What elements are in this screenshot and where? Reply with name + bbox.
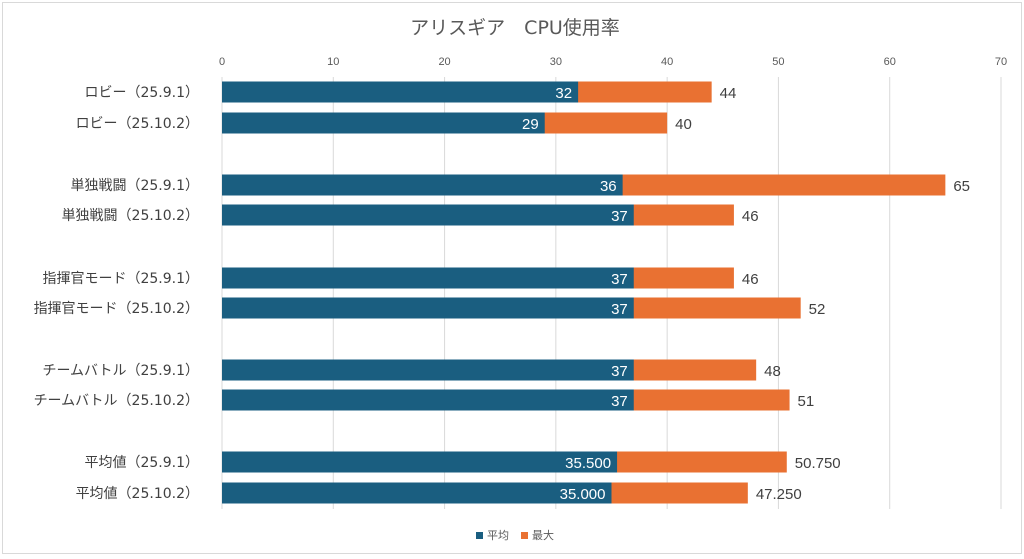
chart-title: アリスギア CPU使用率 <box>410 17 620 39</box>
category-label: 平均値（25.10.2） <box>76 486 199 502</box>
data-labels: 32 44 29 40 36 65 37 46 37 46 37 52 37 48 37 51 35.500 50… <box>522 85 970 503</box>
data-label-max: 48 <box>764 363 781 380</box>
bar-avg <box>222 174 623 196</box>
bar-avg <box>222 204 634 226</box>
bar-avg <box>222 389 634 411</box>
category-label: 指揮官モード（25.10.2） <box>34 301 199 317</box>
x-tick-label: 0 <box>219 56 225 68</box>
data-label-avg: 37 <box>611 271 628 288</box>
bar-avg <box>222 451 618 473</box>
data-label-avg: 29 <box>522 116 539 133</box>
data-label-max: 44 <box>720 85 737 102</box>
category-label: ロビー（25.10.2） <box>76 116 199 132</box>
data-label-avg: 36 <box>600 178 617 195</box>
x-tick-label: 40 <box>661 56 673 68</box>
data-label-max: 51 <box>798 393 815 410</box>
data-label-max: 40 <box>675 116 692 133</box>
legend-swatch-avg <box>476 532 483 539</box>
data-label-avg: 32 <box>555 85 572 102</box>
x-tick-label: 50 <box>772 56 784 68</box>
bar-avg <box>222 297 634 319</box>
legend-label-avg: 平均 <box>487 529 509 542</box>
category-label: 単独戦闘（25.9.1） <box>70 178 199 194</box>
data-label-avg: 37 <box>611 363 628 380</box>
legend-label-max: 最大 <box>532 528 554 542</box>
data-label-max: 46 <box>742 271 759 288</box>
category-label: 単独戦闘（25.10.2） <box>62 208 199 224</box>
bar-avg <box>222 81 579 103</box>
category-label: チームバトル（25.9.1） <box>42 363 199 379</box>
data-label-avg: 35.500 <box>565 455 611 472</box>
bar-avg <box>222 482 612 504</box>
x-tick-label: 70 <box>995 56 1007 68</box>
bar-avg <box>222 112 545 134</box>
data-label-max: 52 <box>809 301 826 318</box>
x-tick-label: 20 <box>438 56 450 68</box>
data-label-max: 65 <box>953 178 970 195</box>
x-axis-ticks: 0 10 20 30 40 50 60 70 <box>219 56 1007 68</box>
x-tick-label: 10 <box>327 56 339 68</box>
legend: 平均 最大 <box>476 528 554 542</box>
chart: アリスギア CPU使用率 0 10 20 30 40 50 60 70 ロビー（25.9.1）… <box>34 17 1008 542</box>
data-label-avg: 37 <box>611 393 628 410</box>
x-tick-label: 30 <box>550 56 562 68</box>
bars <box>222 81 946 504</box>
data-label-max: 50.750 <box>795 455 841 472</box>
x-tick-label: 60 <box>884 56 896 68</box>
data-label-max: 47.250 <box>756 486 802 503</box>
category-labels: ロビー（25.9.1） ロビー（25.10.2） 単独戦闘（25.9.1） 単独戦闘（… <box>34 85 199 502</box>
category-label: 平均値（25.9.1） <box>84 455 199 471</box>
category-label: ロビー（25.9.1） <box>84 85 199 101</box>
legend-swatch-max <box>521 532 528 539</box>
data-label-avg: 35.000 <box>560 486 606 503</box>
data-label-max: 46 <box>742 208 759 225</box>
bar-avg <box>222 359 634 381</box>
data-label-avg: 37 <box>611 208 628 225</box>
category-label: チームバトル（25.10.2） <box>34 393 199 409</box>
gridlines <box>221 77 1002 509</box>
data-label-avg: 37 <box>611 301 628 318</box>
category-label: 指揮官モード（25.9.1） <box>42 271 199 287</box>
bar-avg <box>222 267 634 289</box>
